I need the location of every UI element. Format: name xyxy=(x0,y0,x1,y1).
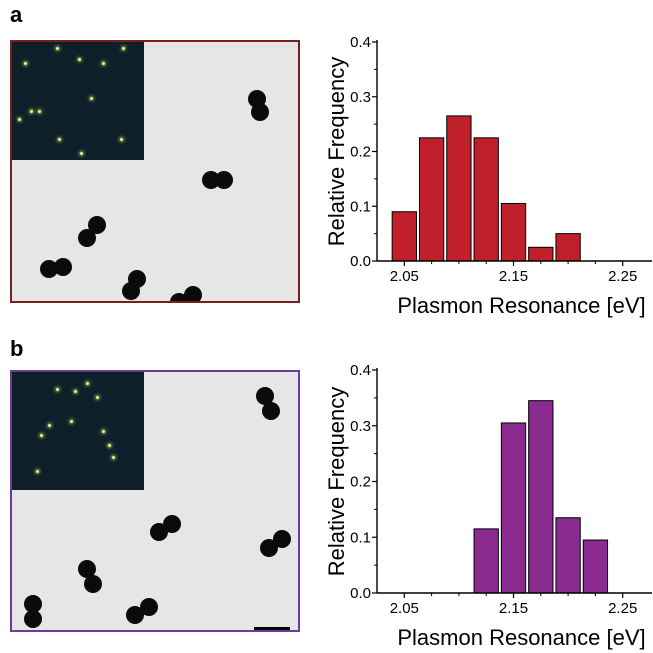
histogram-bar xyxy=(473,528,499,594)
scatter-spot xyxy=(80,152,83,155)
scatter-spot xyxy=(120,138,123,141)
scatter-spot xyxy=(48,424,51,427)
nanoparticle xyxy=(256,387,274,405)
nanoparticle xyxy=(40,260,58,278)
nanoparticle xyxy=(170,293,188,301)
nanoparticle xyxy=(88,216,106,234)
x-tick-label: 2.25 xyxy=(608,600,637,617)
micrograph-a xyxy=(10,40,300,303)
y-tick-label: 0.0 xyxy=(350,253,371,270)
x-tick-label: 2.15 xyxy=(499,268,528,285)
x-tick-label: 2.05 xyxy=(390,268,419,285)
y-tick-label: 0.1 xyxy=(350,198,371,215)
nanoparticle xyxy=(24,610,42,628)
scatter-spot xyxy=(74,390,77,393)
histogram-bar xyxy=(582,539,609,594)
histogram-a: 0.0 0.1 0.2 0.3 0.4 2.05 2.15 2.25 Plasmon Reson… xyxy=(324,34,652,318)
nanoparticle xyxy=(184,286,202,301)
histogram-bar xyxy=(446,115,472,262)
nanoparticle xyxy=(122,282,140,300)
scatter-spot xyxy=(96,396,99,399)
scatter-spot xyxy=(70,420,73,423)
histogram-bar xyxy=(555,233,581,262)
darkfield-inset-a xyxy=(12,42,144,160)
y-tick-label: 0.1 xyxy=(350,529,371,546)
histogram-b: 0.0 0.1 0.2 0.3 0.4 2.05 2.15 2.25 Plasmon Reson… xyxy=(324,362,652,650)
histogram-bar xyxy=(555,517,581,594)
scatter-spot xyxy=(108,444,111,447)
nanoparticle xyxy=(273,530,291,548)
nanoparticle xyxy=(126,606,144,624)
panel-label-b: b xyxy=(10,336,24,361)
nanoparticle xyxy=(215,171,233,189)
histogram-bar xyxy=(500,203,527,262)
y-tick-label: 0.2 xyxy=(350,144,371,161)
x-tick-label: 2.15 xyxy=(499,600,528,617)
y-tick-label: 0.2 xyxy=(350,474,371,491)
panel-label-a: a xyxy=(10,2,23,27)
nanoparticle xyxy=(140,598,158,616)
scatter-spot xyxy=(56,47,59,50)
scatter-spot xyxy=(86,382,89,385)
scatter-spot xyxy=(102,62,105,65)
x-axis-title: Plasmon Resonance [eV] xyxy=(397,625,645,650)
histogram-bar xyxy=(528,400,554,594)
nanoparticle xyxy=(78,560,96,578)
nanoparticle xyxy=(54,258,72,276)
scatter-spot xyxy=(102,430,105,433)
nanoparticle xyxy=(163,515,181,533)
scatter-spot xyxy=(40,434,43,437)
x-tick-label: 2.05 xyxy=(390,600,419,617)
scatter-spot xyxy=(112,456,115,459)
histogram-bar xyxy=(528,246,554,262)
scale-bar xyxy=(254,627,290,630)
micrograph-b xyxy=(10,370,300,632)
scatter-spot xyxy=(24,62,27,65)
x-tick-label: 2.25 xyxy=(608,268,637,285)
y-tick-label: 0.3 xyxy=(350,418,371,435)
histogram-bar xyxy=(391,211,417,262)
nanoparticle xyxy=(24,595,42,613)
scatter-spot xyxy=(36,470,39,473)
nanoparticle xyxy=(78,229,96,247)
scatter-spot xyxy=(38,110,41,113)
scatter-spot xyxy=(58,138,61,141)
darkfield-inset-b xyxy=(12,372,144,490)
scatter-spot xyxy=(90,97,93,100)
y-tick-label: 0.3 xyxy=(350,89,371,106)
scatter-spot xyxy=(30,110,33,113)
histogram-bar xyxy=(500,422,527,594)
scatter-spot xyxy=(122,47,125,50)
y-axis-title: Relative Frequency xyxy=(324,387,349,577)
histogram-bar xyxy=(418,137,445,262)
scatter-spot xyxy=(18,118,21,121)
scatter-spot xyxy=(56,388,59,391)
y-tick-label: 0.0 xyxy=(350,585,371,602)
nanoparticle xyxy=(84,575,102,593)
scatter-spot xyxy=(78,58,81,61)
nanoparticle xyxy=(251,103,269,121)
y-tick-label: 0.4 xyxy=(350,34,371,51)
y-axis-title: Relative Frequency xyxy=(324,57,349,247)
nanoparticle xyxy=(262,402,280,420)
y-tick-label: 0.4 xyxy=(350,362,371,379)
histogram-bar xyxy=(473,137,499,262)
x-axis-title: Plasmon Resonance [eV] xyxy=(397,293,645,318)
